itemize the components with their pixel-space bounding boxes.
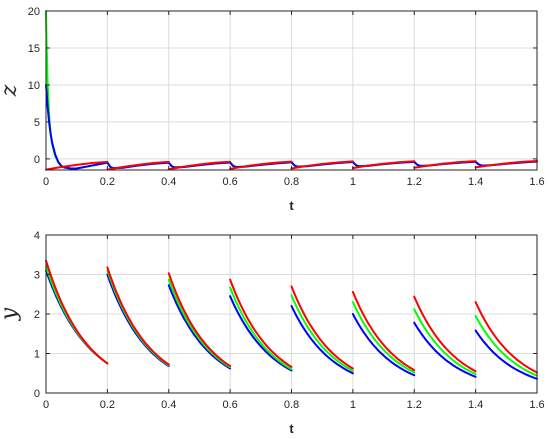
y-curve-blue [351, 313, 416, 377]
z-curves [45, 10, 538, 171]
y-xtick-label: 1.4 [468, 399, 483, 411]
y-ytick-label: 1 [34, 349, 40, 361]
z-ytick-label: 0 [34, 154, 40, 166]
z-grid [46, 11, 537, 170]
z-xtick-label: 0.8 [284, 176, 299, 188]
y-curve-red [413, 295, 477, 373]
y-ticks: 0 0.2 0.4 0.6 0.8 1 1.2 1.4 1.6 0 1 2 3 4 [34, 230, 545, 411]
y-ytick-label: 0 [34, 388, 40, 400]
y-curves [45, 259, 538, 380]
z-xtick-label: 1.2 [407, 176, 422, 188]
y-curve-green [229, 286, 293, 371]
z-curve-red [106, 160, 170, 171]
y-curve-green [106, 269, 170, 367]
z-curve-red [167, 160, 232, 171]
y-xtick-label: 0.6 [222, 399, 237, 411]
y-curve-red [45, 259, 109, 365]
z-curve-red [290, 160, 354, 170]
y-plot: 0 0.2 0.4 0.6 0.8 1 1.2 1.4 1.6 0 1 2 3 4 t y [0, 230, 545, 436]
z-curve-green [45, 10, 109, 170]
z-xtick-label: 0.4 [161, 176, 176, 188]
y-xlabel: t [289, 421, 294, 436]
y-curve-red [351, 290, 416, 372]
y-curve-green [167, 278, 232, 369]
y-curve-green [413, 308, 477, 375]
y-curve-green [474, 315, 538, 377]
y-curve-blue [106, 273, 170, 368]
y-curve-red [474, 301, 538, 374]
z-ytick-label: 5 [34, 117, 40, 129]
y-ytick-label: 2 [34, 309, 40, 321]
y-curve-blue [474, 329, 538, 380]
y-xtick-label: 1.6 [529, 399, 544, 411]
z-curve-blue [45, 83, 109, 170]
z-ticks: 0 0.2 0.4 0.6 0.8 1 1.2 1.4 1.6 0 5 10 15 20 [28, 6, 545, 188]
z-xtick-label: 1.4 [468, 176, 483, 188]
y-curve-red [106, 266, 170, 366]
z-curve-red [229, 160, 293, 170]
y-xtick-label: 1.2 [407, 399, 422, 411]
z-curve-red [474, 159, 538, 169]
y-ytick-label: 4 [34, 230, 40, 242]
y-curve-green [45, 265, 109, 365]
y-ylabel: y [0, 307, 22, 321]
z-xtick-label: 0.2 [100, 176, 115, 188]
y-curve-red [290, 285, 354, 370]
z-curve-red [45, 160, 109, 171]
z-ytick-label: 15 [28, 43, 40, 55]
z-curve-red [351, 160, 416, 170]
y-xtick-label: 0.2 [100, 399, 115, 411]
z-ylabel: z [0, 84, 22, 97]
z-ytick-label: 10 [28, 80, 40, 92]
y-ytick-label: 3 [34, 270, 40, 282]
z-xtick-label: 1 [350, 176, 356, 188]
y-xtick-label: 0.8 [284, 399, 299, 411]
z-xtick-label: 0.6 [222, 176, 237, 188]
y-xtick-label: 0.4 [161, 399, 176, 411]
y-curve-blue [290, 305, 354, 375]
z-xtick-label: 1.6 [529, 176, 544, 188]
z-xlabel: t [289, 198, 294, 213]
y-curve-blue [167, 284, 232, 370]
y-curve-green [290, 294, 354, 372]
y-xtick-label: 1 [350, 399, 356, 411]
z-plot: 0 0.2 0.4 0.6 0.8 1 1.2 1.4 1.6 0 5 10 15 20 t z [0, 6, 545, 213]
y-curve-green [351, 301, 416, 374]
z-ytick-label: 20 [28, 6, 40, 18]
y-curve-blue [229, 295, 293, 372]
y-curve-blue [413, 321, 477, 378]
y-curve-red [229, 278, 293, 368]
z-xtick-label: 0 [43, 176, 49, 188]
y-xtick-label: 0 [43, 399, 49, 411]
z-curve-red [413, 160, 477, 169]
y-curve-red [167, 272, 232, 368]
